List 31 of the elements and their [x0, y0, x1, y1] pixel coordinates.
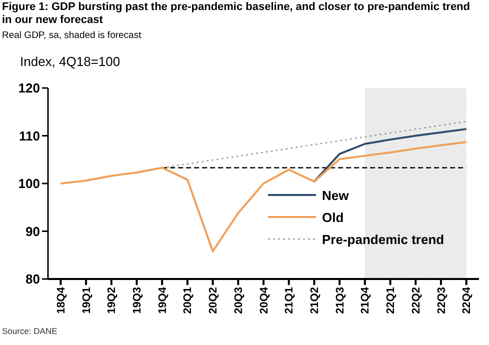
y-tick-label: 90: [26, 224, 40, 239]
x-tick-label: 21Q4: [360, 286, 372, 314]
x-tick-label: 19Q2: [106, 287, 118, 314]
chart-subtitle: Real GDP, sa, shaded is forecast: [2, 30, 142, 41]
y-tick-label: 110: [19, 128, 40, 144]
chart-title: Figure 1: GDP bursting past the pre-pandemic baseline, and closer to pre-pandemic trend in our new forecast: [2, 1, 471, 27]
y-tick-label: 80: [26, 272, 40, 287]
y-axis-title: Index, 4Q18=100: [20, 54, 120, 69]
y-tick-label: 120: [18, 80, 40, 96]
x-tick-label: 22Q2: [410, 287, 422, 314]
line-series: [60, 140, 468, 252]
x-tick-label: 22Q4: [461, 286, 474, 314]
x-tick-label: 22Q1: [385, 287, 398, 314]
legend-label: New: [322, 188, 349, 202]
legend-label: Old: [322, 210, 344, 224]
x-tick-label: 20Q4: [258, 286, 270, 314]
x-tick-label: 20Q2: [208, 287, 220, 314]
x-tick-label: 22Q3: [436, 287, 448, 314]
line-series: [313, 128, 468, 183]
x-tick-label: 19Q1: [80, 287, 93, 314]
x-tick-label: 19Q3: [132, 287, 144, 314]
x-tick-label: 20Q1: [182, 287, 194, 314]
source-note: Source: DANE: [2, 326, 58, 336]
legend-label: Pre-pandemic trend: [322, 232, 444, 246]
x-tick-label: 21Q3: [334, 287, 346, 314]
x-tick-label: 19Q4: [156, 286, 169, 314]
x-tick-label: 20Q3: [232, 287, 245, 314]
x-tick-label: 21Q1: [284, 287, 296, 314]
y-tick-label: 100: [18, 176, 40, 192]
x-tick-label: 21Q2: [309, 287, 322, 314]
x-tick-label: 18Q4: [55, 286, 68, 314]
